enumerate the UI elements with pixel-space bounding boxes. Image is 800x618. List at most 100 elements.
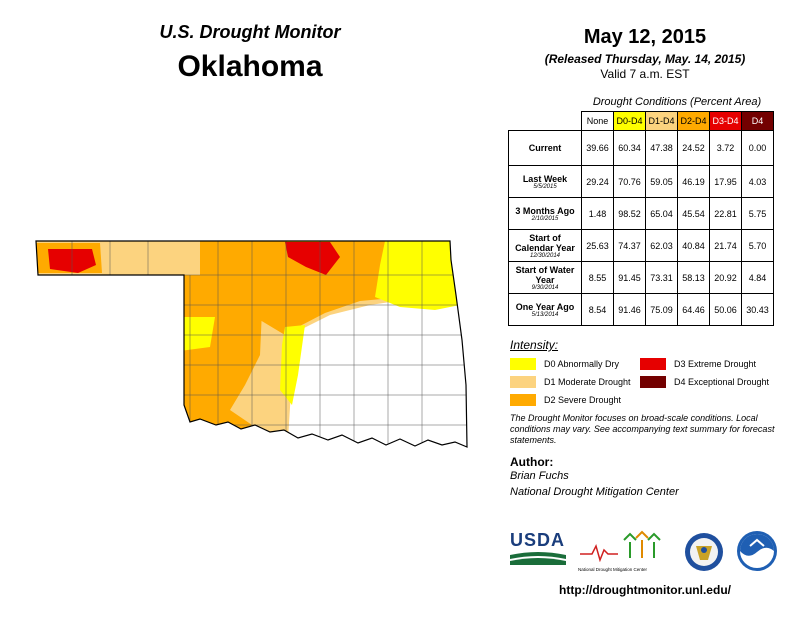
table-cell: 3.72 [709,130,742,166]
table-corner [509,112,582,131]
state-outline [35,240,468,448]
table-cell: 8.55 [581,261,614,294]
table-row: Start of Calendar Year 12/30/2014 25.63 74.… [508,229,774,262]
table-cell: 4.84 [741,261,774,294]
table-row: Current 39.66 60.34 47.38 24.52 3.72 0.00 [508,130,774,166]
table-cell: 91.45 [613,261,646,294]
table-cell: 5.75 [741,197,774,230]
legend-swatch-d1 [510,376,536,388]
oklahoma-drought-map [35,240,468,448]
row-label-date: 9/30/2014 [531,284,559,291]
usda-logo-text: USDA [510,530,566,550]
row-label-date: 5/13/2014 [531,311,559,318]
map-date: May 12, 2015 [583,26,707,48]
legend-swatch-d3 [640,358,666,370]
table-cell: 74.37 [613,229,646,262]
ndmc-trees-icon [580,530,661,563]
table-cell: 58.13 [677,261,710,294]
table-cell: 50.06 [709,293,742,326]
table-cell: 45.54 [677,197,710,230]
column-header-d1-d4: D1-D4 [645,111,678,131]
row-label: Start of Calendar Year 12/30/2014 [508,229,582,262]
author-name: Brian Fuchs [510,470,569,482]
table-cell: 0.00 [741,130,774,166]
legend-label: D3 Extreme Drought [674,359,757,369]
table-cell: 21.74 [709,229,742,262]
author-heading: Author: [510,455,554,469]
table-cell: 73.31 [645,261,678,294]
table-header-row: None D0-D4 D1-D4 D2-D4 D3-D4 D4 [509,111,774,131]
release-date: (Released Thursday, May. 14, 2015) [544,52,746,66]
commerce-seal-icon [685,533,723,571]
table-cell: 59.05 [645,165,678,198]
row-label-text: Start of Calendar Year [515,232,575,253]
column-header-none: None [581,111,614,131]
legend-label: D0 Abnormally Dry [544,359,620,369]
county-lines [71,241,467,447]
row-label: Current [508,130,582,166]
row-label-text: Start of Water Year [515,264,575,285]
table-row: Start of Water Year 9/30/2014 8.55 91.45 73.… [508,261,774,294]
legend-swatch-d0 [510,358,536,370]
usda-hills-icon [510,552,566,565]
row-label-date: 5/5/2015 [533,183,557,190]
d0-area-northeast [375,241,460,310]
legend-swatch-d2 [510,394,536,406]
table-cell: 5.70 [741,229,774,262]
table-cell: 98.52 [613,197,646,230]
table-cell: 30.43 [741,293,774,326]
row-label-text: Last Week [522,173,568,184]
row-label-text: 3 Months Ago [515,205,575,216]
table-cell: 60.34 [613,130,646,166]
table-row: One Year Ago 5/13/2014 8.54 91.46 75.09 64.46… [508,293,774,326]
table-cell: 1.48 [581,197,614,230]
legend-label: D1 Moderate Drought [544,377,631,387]
table-cell: 64.46 [677,293,710,326]
row-label-text: One Year Ago [515,301,575,312]
table-cell: 62.03 [645,229,678,262]
table-cell: 47.38 [645,130,678,166]
table-cell: 29.24 [581,165,614,198]
row-label-date: 12/30/2014 [529,252,561,259]
row-label: Last Week 5/5/2015 [508,165,582,198]
legend-item-d1: D1 Moderate Drought [510,376,631,388]
row-label: One Year Ago 5/13/2014 [508,293,582,326]
row-label: Start of Water Year 9/30/2014 [508,261,582,294]
table-cell: 25.63 [581,229,614,262]
d0-area-west [180,317,215,351]
table-cell: 17.95 [709,165,742,198]
disclaimer-note: The Drought Monitor focuses on broad-sca… [510,413,775,445]
ndmc-logo-text: National Drought Mitigation Center [578,567,648,572]
noaa-logo-icon [737,531,777,571]
column-header-d0-d4: D0-D4 [613,111,646,131]
table-cell: 8.54 [581,293,614,326]
table-cell: 46.19 [677,165,710,198]
valid-time: Valid 7 a.m. EST [600,67,690,81]
table-cell: 40.84 [677,229,710,262]
d3-area-north [285,242,340,275]
usda-logo: USDA [510,530,566,570]
map-title: U.S. Drought Monitor [159,22,341,42]
table-cell: 91.46 [613,293,646,326]
website-url[interactable]: http://droughtmonitor.unl.edu/ [559,583,731,597]
legend-item-d0: D0 Abnormally Dry [510,358,619,370]
legend-item-d2: D2 Severe Drought [510,394,621,406]
table-cell: 22.81 [709,197,742,230]
table-cell: 20.92 [709,261,742,294]
column-header-d2-d4: D2-D4 [677,111,710,131]
legend-title: Intensity: [510,338,559,352]
state-name: Oklahoma [177,50,323,83]
ndmc-logo: National Drought Mitigation Center [578,528,670,574]
legend-item-d3: D3 Extreme Drought [640,358,756,370]
legend-label: D4 Exceptional Drought [674,377,770,387]
column-header-d3-d4: D3-D4 [709,111,742,131]
row-label-date: 2/10/2015 [531,215,559,222]
legend-swatch-d4 [640,376,666,388]
table-cell: 70.76 [613,165,646,198]
drought-conditions-table: None D0-D4 D1-D4 D2-D4 D3-D4 D4 Current 3… [508,111,774,326]
table-cell: 39.66 [581,130,614,166]
table-cell: 75.09 [645,293,678,326]
table-caption: Drought Conditions (Percent Area) [592,96,762,108]
table-row: Last Week 5/5/2015 29.24 70.76 59.05 46.19 17.… [508,165,774,198]
row-label-text: Current [528,143,562,153]
